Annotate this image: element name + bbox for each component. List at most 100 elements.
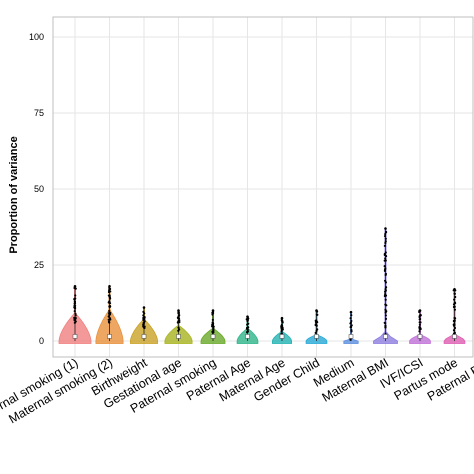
outlier-point [142, 316, 145, 319]
outlier-point [177, 312, 180, 315]
outlier-point [73, 318, 76, 321]
violin-7 [272, 316, 292, 344]
outlier-point [454, 295, 457, 299]
outlier-point [142, 321, 145, 324]
outlier-point [211, 323, 214, 326]
violin-5 [200, 309, 226, 344]
outlier-point [108, 313, 112, 316]
outlier-point [384, 241, 387, 245]
outlier-point [315, 324, 318, 327]
outlier-point [107, 290, 111, 294]
outlier-point [384, 281, 388, 284]
outlier-point [384, 322, 387, 325]
median-marker [210, 334, 216, 339]
outlier-point [384, 255, 388, 258]
outlier-point [453, 298, 456, 301]
violin-3 [130, 306, 158, 344]
outlier-point [314, 331, 317, 334]
outlier-point [384, 240, 387, 243]
violin-1 [58, 284, 92, 344]
outlier-point [73, 321, 76, 324]
outlier-point [212, 327, 215, 330]
outlier-point [385, 230, 388, 234]
median-marker [107, 334, 112, 339]
outlier-point [246, 327, 249, 331]
max-point [73, 284, 77, 288]
outlier-point [74, 294, 77, 297]
median-marker [176, 334, 181, 339]
outlier-point [108, 305, 112, 308]
outlier-point [384, 308, 387, 311]
outlier-point [280, 330, 283, 333]
outlier-point [108, 317, 112, 320]
outlier-point [384, 267, 387, 270]
median-marker [452, 334, 457, 339]
median-marker [245, 334, 250, 339]
max-point [280, 316, 284, 320]
outlier-point [418, 323, 422, 326]
y-axis-ticks: 0 25 50 75 100 [29, 32, 44, 346]
outlier-point [453, 319, 456, 322]
max-point [315, 309, 318, 312]
outlier-point [383, 259, 386, 262]
outlier-point [384, 314, 387, 317]
outlier-point [142, 318, 145, 321]
outlier-point [176, 316, 180, 319]
max-point [108, 284, 111, 288]
outlier-point [280, 325, 283, 328]
violin-10 [373, 227, 398, 344]
y-tick-label: 100 [29, 32, 44, 42]
outlier-point [384, 286, 388, 289]
violin-4 [164, 309, 193, 344]
outlier-point [142, 314, 145, 317]
outlier-point [350, 314, 353, 317]
y-tick-label: 25 [34, 260, 44, 270]
outlier-point [108, 302, 112, 305]
median-marker [417, 334, 423, 339]
violin-6 [236, 315, 259, 344]
max-point [177, 309, 180, 312]
violin-11 [409, 309, 431, 344]
outlier-point [73, 300, 76, 303]
outlier-point [108, 300, 111, 303]
outlier-point [143, 312, 146, 315]
outlier-point [108, 288, 111, 292]
outlier-point [350, 328, 353, 332]
max-point [246, 315, 249, 318]
outlier-point [350, 319, 353, 323]
outlier-point [452, 323, 455, 326]
outlier-point [177, 329, 180, 332]
violin-2 [95, 284, 124, 344]
outlier-point [73, 306, 76, 309]
outlier-point [453, 331, 456, 334]
outlier-point [383, 244, 386, 247]
outlier-point [384, 272, 388, 276]
outlier-point [177, 314, 181, 318]
outlier-point [350, 324, 353, 327]
outlier-point [349, 317, 352, 320]
outlier-point [108, 309, 111, 313]
outlier-point [383, 294, 386, 298]
outlier-point [211, 318, 214, 321]
median-marker [314, 334, 319, 339]
y-axis-label: Proportion of variance [8, 136, 20, 253]
outlier-point [315, 319, 318, 322]
outlier-point [349, 325, 352, 329]
outlier-point [315, 313, 319, 316]
outlier-point [143, 326, 146, 329]
outlier-point [383, 252, 386, 256]
outlier-point [107, 320, 111, 323]
outlier-point [74, 314, 77, 317]
outlier-point [418, 330, 421, 333]
outlier-point [384, 311, 387, 314]
max-point [211, 309, 215, 312]
outlier-point [384, 232, 387, 236]
outlier-point [212, 331, 215, 334]
outlier-point [453, 301, 456, 304]
violin-series [58, 227, 466, 344]
outlier-point [452, 329, 456, 332]
outlier-point [383, 269, 386, 272]
outlier-point [108, 297, 112, 300]
